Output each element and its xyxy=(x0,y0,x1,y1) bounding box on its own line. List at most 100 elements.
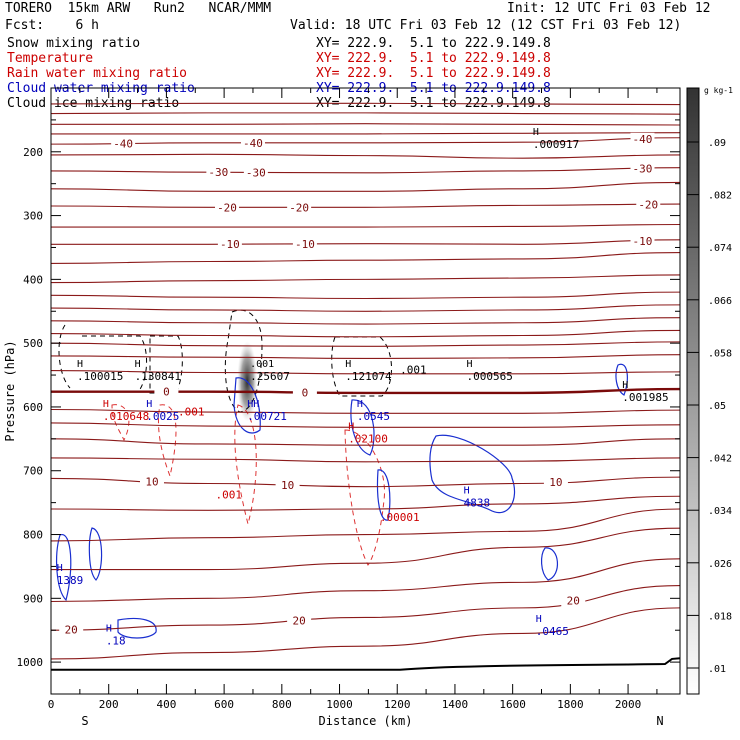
legend-rain-xy: XY= 222.9. 5.1 to 222.9.149.8 xyxy=(316,66,551,81)
cloudwater-contour xyxy=(429,434,516,514)
cloudwater-contour xyxy=(233,377,261,434)
y-axis-title: Pressure (hPa) xyxy=(3,340,17,441)
isotherm-line xyxy=(50,181,681,192)
isotherm-line xyxy=(50,527,681,571)
contour-value-label: .001 xyxy=(215,489,242,502)
colorbar-tick-label: .018 xyxy=(708,611,732,622)
isotherm-label-bg xyxy=(111,137,136,150)
colorbar-tick-label: .01 xyxy=(708,664,726,675)
y-tick-label: 400 xyxy=(23,273,43,286)
contour-value-label: .001 xyxy=(400,364,427,377)
max-marker: H xyxy=(146,399,152,410)
isotherm-label-bg xyxy=(630,162,655,175)
isotherm-label-bg xyxy=(561,594,586,607)
isotherm-label: -10 xyxy=(295,238,315,251)
contour-value-label: .0465 xyxy=(536,625,569,638)
colorbar-tick-label: .082 xyxy=(708,191,732,202)
isotherm-label-bg xyxy=(287,201,312,214)
max-marker: H xyxy=(106,624,112,635)
x-tick-label: 1400 xyxy=(442,698,469,711)
header-init: Init: 12 UTC Fri 03 Feb 12 xyxy=(507,1,711,16)
isotherm-label: 20 xyxy=(65,624,78,637)
contour-value-label: .0545 xyxy=(357,410,390,423)
isotherm-label-bg xyxy=(139,475,164,488)
cloudwater-contour xyxy=(117,617,157,639)
legend-temperature-xy: XY= 222.9. 5.1 to 222.9.149.8 xyxy=(316,51,551,66)
legend-temperature-name: Temperature xyxy=(7,51,94,66)
isotherm-line xyxy=(51,223,681,228)
x-tick-label: 1200 xyxy=(384,698,411,711)
rain-contour xyxy=(111,404,130,442)
contour-value-label: .25607 xyxy=(250,370,290,383)
isotherm-line xyxy=(50,252,681,264)
y-tick-label: 600 xyxy=(23,401,43,414)
contour-value-label: .130841 xyxy=(135,370,181,383)
x-tick-label: 600 xyxy=(214,698,234,711)
y-tick-label: 1000 xyxy=(17,656,44,669)
isotherm-label: -40 xyxy=(113,138,133,151)
x-tick-label: 400 xyxy=(156,698,176,711)
isotherm-label-bg xyxy=(292,237,317,250)
isotherm-label-bg xyxy=(217,238,242,251)
isotherm-line xyxy=(50,495,681,511)
legend-snow-name: Snow mixing ratio xyxy=(7,36,141,51)
max-marker: H xyxy=(536,614,542,625)
max-marker: H xyxy=(533,127,539,138)
rain-contour xyxy=(234,404,257,526)
isotherm-label-bg xyxy=(215,201,240,214)
y-tick-label: 700 xyxy=(23,465,43,478)
isotherm-line xyxy=(50,153,681,159)
isotherm-label: 10 xyxy=(549,476,562,489)
header-fcst: Fcst: 6 h xyxy=(5,18,99,33)
rain-contour xyxy=(344,429,386,566)
max-marker: H xyxy=(622,380,628,391)
isotherm-line xyxy=(50,408,681,414)
isotherm-label: -30 xyxy=(246,166,266,179)
x-tick-label: 2000 xyxy=(615,698,642,711)
isotherm-line xyxy=(50,438,681,446)
isotherm-label-bg xyxy=(206,166,231,179)
contour-value-label: .00001 xyxy=(380,511,420,524)
cloudwater-contour xyxy=(350,399,375,456)
isotherm-label: -20 xyxy=(289,201,309,214)
header-model: TORERO 15km ARW Run2 NCAR/MMM xyxy=(5,1,272,16)
colorbar-tick-label: .034 xyxy=(708,506,732,517)
isotherm-label: -40 xyxy=(633,133,653,146)
isotherm-line xyxy=(50,387,681,395)
max-marker: .001 xyxy=(250,359,274,370)
cloudwater-contour xyxy=(615,363,628,396)
isotherm-label-bg xyxy=(59,623,84,636)
y-tick-label: 300 xyxy=(23,210,43,223)
isotherm-label-bg xyxy=(630,132,655,145)
colorbar-tick-label: .05 xyxy=(708,401,726,412)
isotherm-label: 0 xyxy=(302,386,309,399)
cloudice-contour xyxy=(224,309,263,413)
isotherm-line xyxy=(50,558,681,603)
isotherm-label-bg xyxy=(636,198,661,211)
isotherm-label-bg xyxy=(292,386,317,399)
isotherm-line xyxy=(50,167,681,174)
isotherm-line xyxy=(51,239,681,245)
isotherm-line xyxy=(50,341,681,347)
max-marker: H xyxy=(103,399,109,410)
isotherm-label-bg xyxy=(240,136,265,149)
isotherm-label: -10 xyxy=(220,238,240,251)
cloudwater-contour xyxy=(541,547,558,581)
isotherm-label: -30 xyxy=(633,162,653,175)
isotherm-line xyxy=(50,203,681,208)
isotherm-label-bg xyxy=(287,614,312,627)
max-marker: H xyxy=(57,563,63,574)
contour-value-label: .000917 xyxy=(533,138,579,151)
isotherm-label: -20 xyxy=(217,201,237,214)
y-tick-label: 500 xyxy=(23,337,43,350)
isotherm-line xyxy=(50,585,681,631)
max-marker: HH xyxy=(247,399,259,410)
max-marker: H xyxy=(357,399,363,410)
x-tick-label: 1000 xyxy=(326,698,353,711)
cloudwater-contour xyxy=(376,469,391,521)
contour-value-label: .02100 xyxy=(348,432,388,445)
isotherm-line xyxy=(50,607,681,660)
north-endpoint-label: N xyxy=(656,714,663,728)
isotherm-label-bg xyxy=(154,385,179,398)
